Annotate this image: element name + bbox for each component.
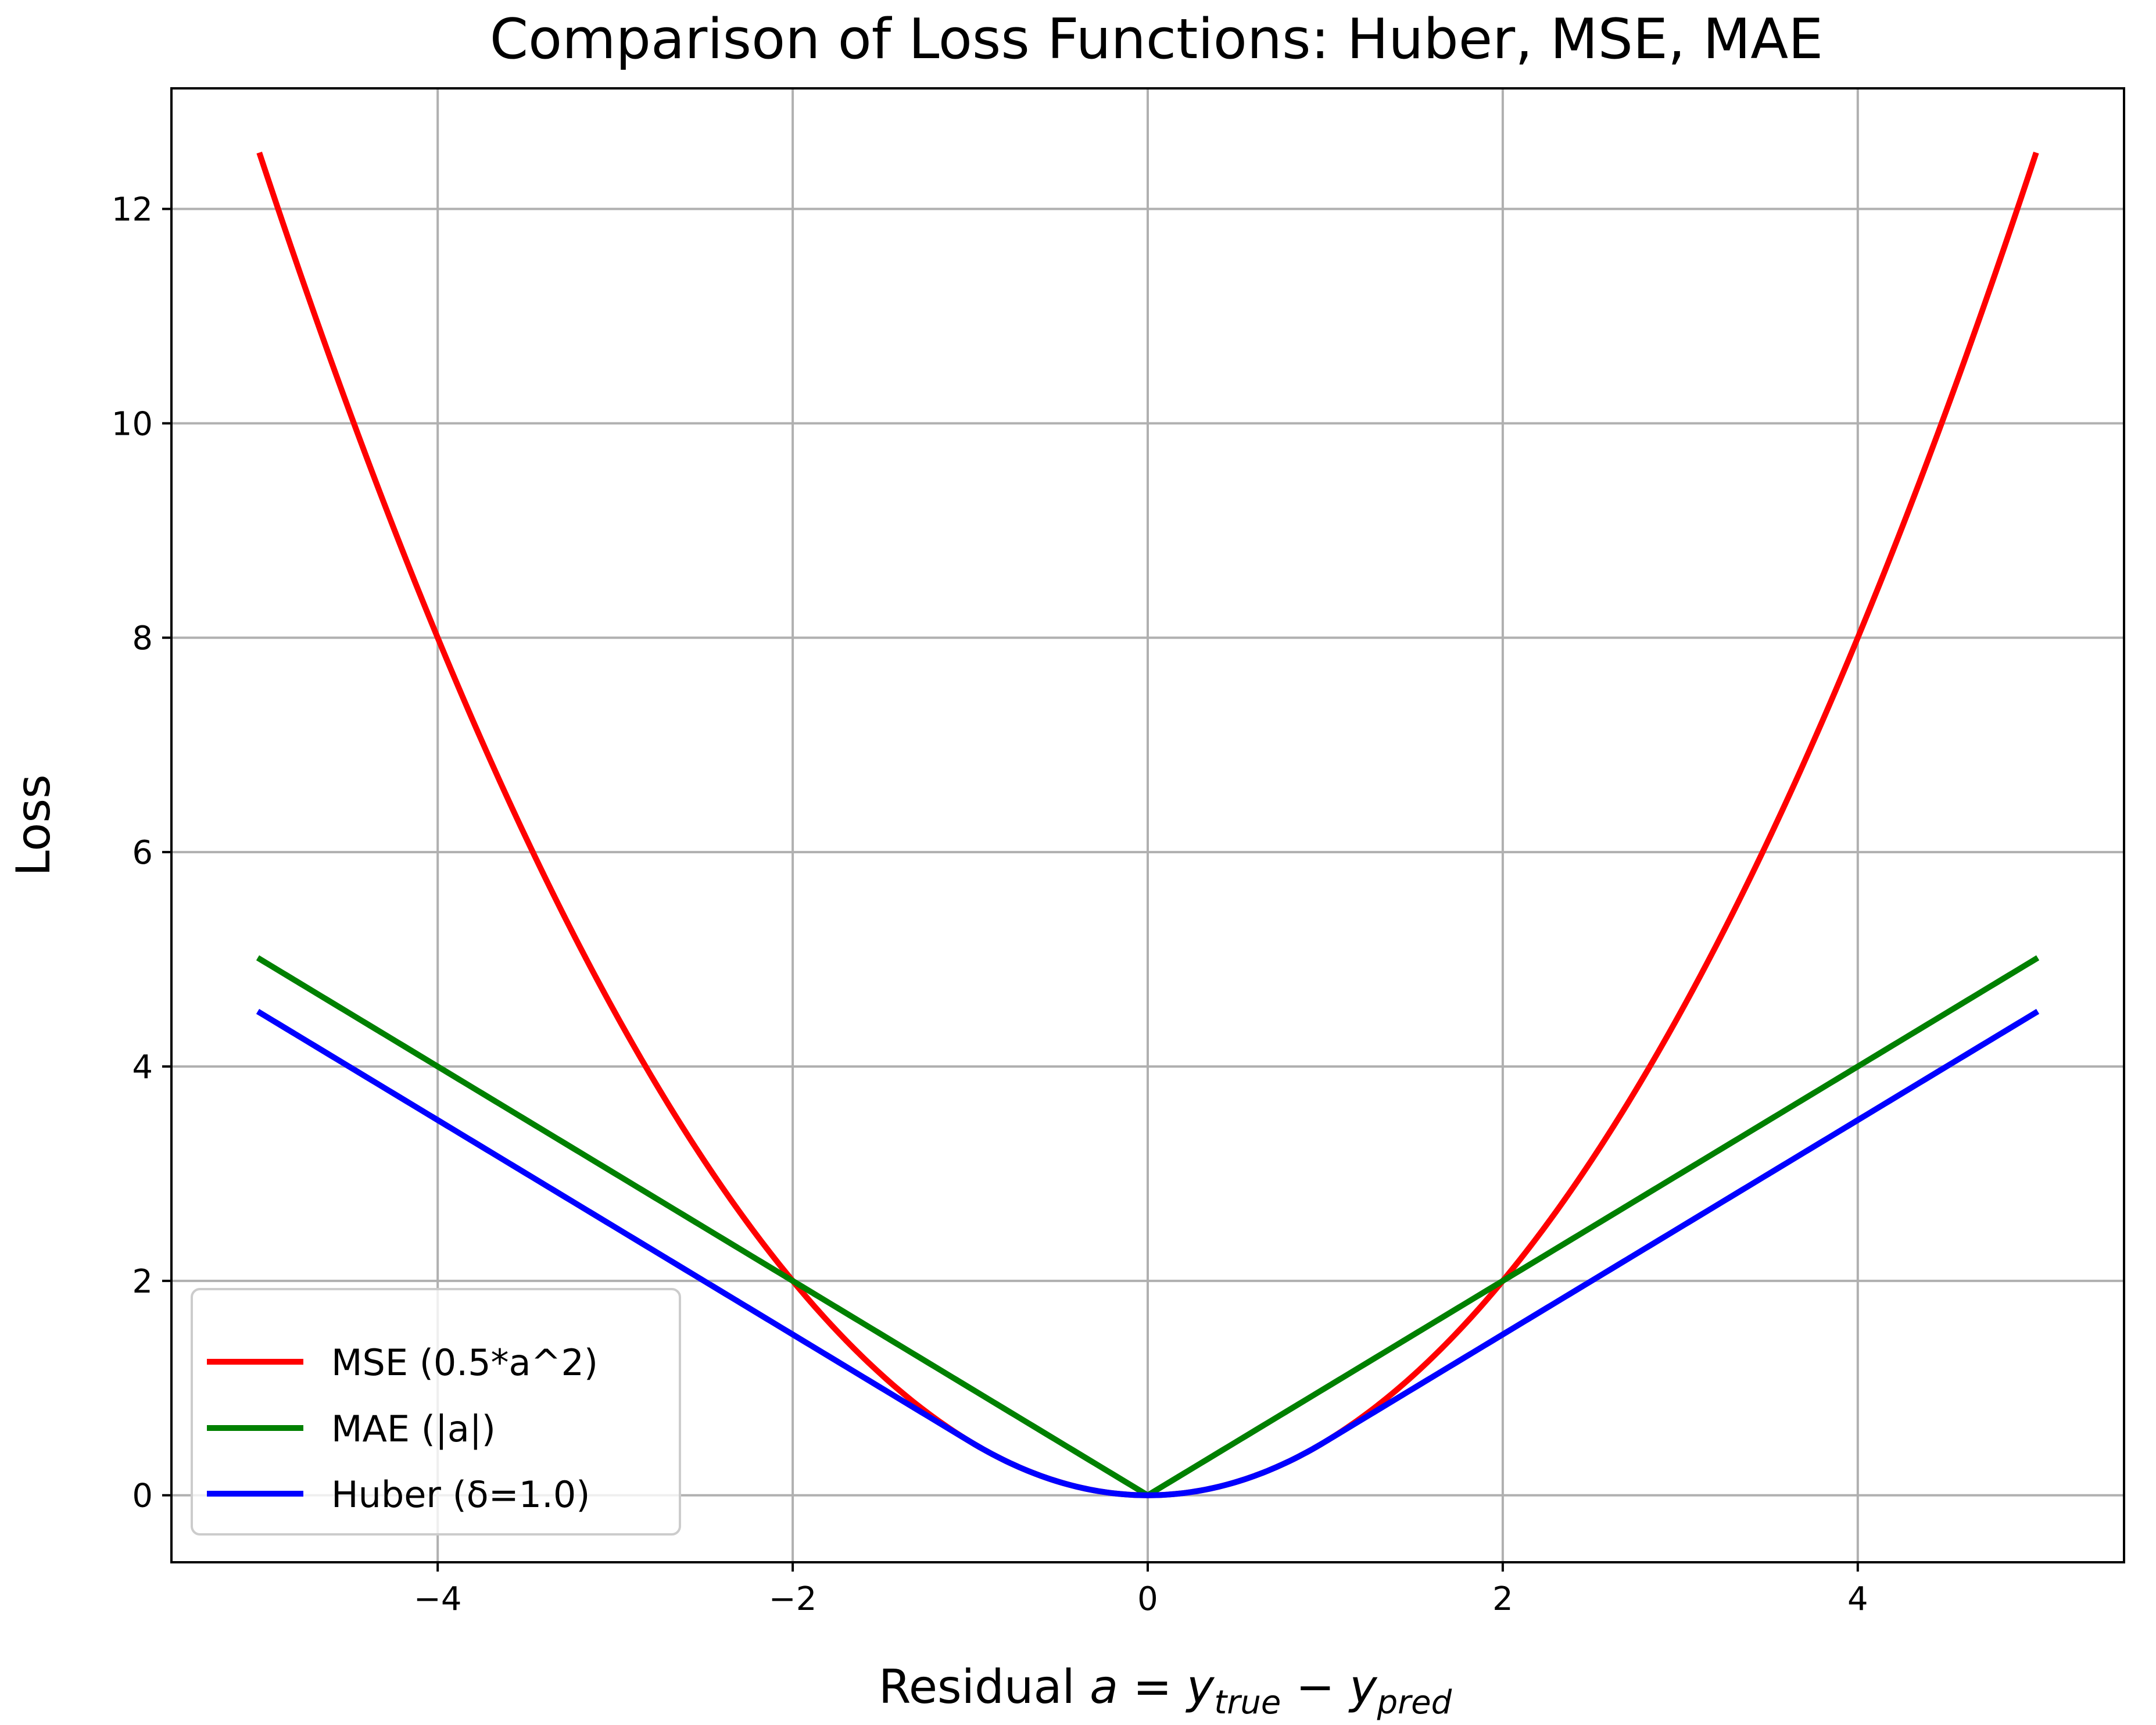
x-axis-label-eq: = xyxy=(1118,1660,1187,1714)
y-tick-label: 8 xyxy=(132,620,153,657)
x-axis-label-var: a xyxy=(1090,1660,1118,1714)
x-axis-label-sub2: pred xyxy=(1377,1684,1452,1722)
x-axis-label-y1: y xyxy=(1186,1660,1215,1714)
x-axis-label-prefix: Residual xyxy=(879,1660,1090,1714)
y-tick-label: 0 xyxy=(132,1477,153,1515)
y-tick-label: 4 xyxy=(132,1048,153,1086)
x-axis-label: Residual a = ytrue − ypred xyxy=(879,1660,1452,1722)
x-tick-label: 2 xyxy=(1492,1580,1513,1618)
y-tick-label: 6 xyxy=(132,834,153,872)
x-axis-label-minus: − xyxy=(1281,1660,1349,1714)
legend: MSE (0.5*a^2) MAE (|a|) Huber (δ=1.0) xyxy=(191,1288,681,1536)
chart-title: Comparison of Loss Functions: Huber, MSE… xyxy=(490,8,1824,71)
x-axis-label-y2: y xyxy=(1348,1660,1378,1714)
y-tick-label: 10 xyxy=(112,405,153,443)
legend-label-mse: MSE (0.5*a^2) xyxy=(331,1341,598,1384)
y-tick-label: 2 xyxy=(132,1263,153,1301)
legend-box xyxy=(191,1288,681,1536)
x-tick-label: −2 xyxy=(769,1580,817,1618)
x-tick-label: 4 xyxy=(1847,1580,1868,1618)
axis-ticks: −4 −2 0 2 4 0 2 4 6 8 10 12 xyxy=(112,191,1868,1618)
legend-label-huber: Huber (δ=1.0) xyxy=(331,1473,590,1516)
y-axis-label: Loss xyxy=(6,774,60,876)
y-tick-label: 12 xyxy=(112,191,153,228)
x-tick-label: 0 xyxy=(1137,1580,1158,1618)
legend-label-mae: MAE (|a|) xyxy=(331,1408,496,1451)
x-tick-label: −4 xyxy=(414,1580,462,1618)
x-axis-label-sub1: true xyxy=(1214,1684,1281,1722)
series-lines xyxy=(256,151,2040,1498)
series-line-huber xyxy=(256,1008,2040,1498)
